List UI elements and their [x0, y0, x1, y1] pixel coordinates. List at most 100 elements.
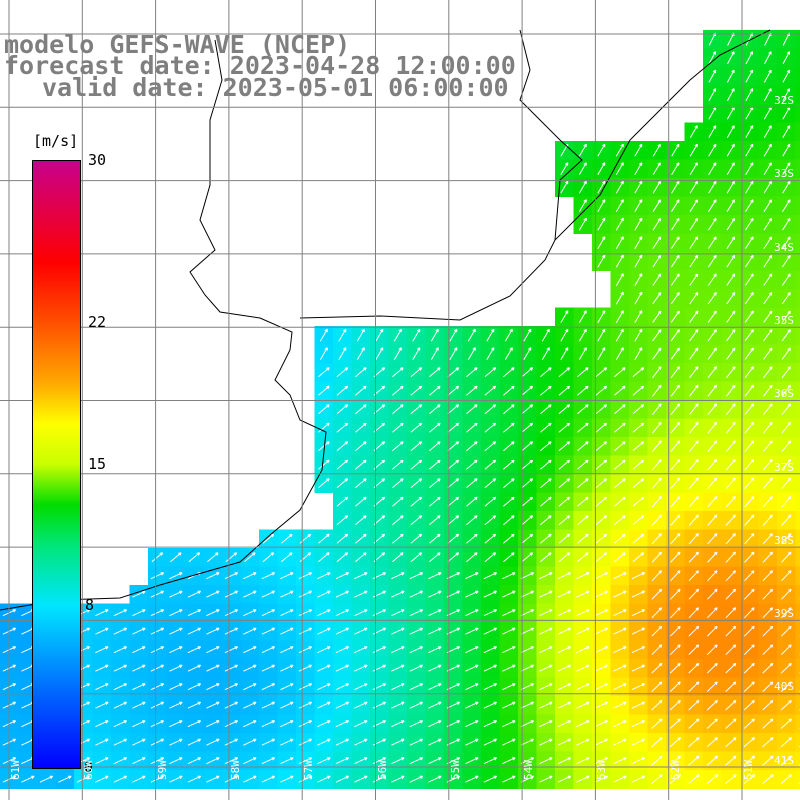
wind-arrow — [688, 718, 700, 729]
lat-label: 41S — [774, 753, 794, 767]
wind-arrow — [613, 664, 627, 672]
wind-arrow — [725, 496, 736, 508]
wind-arrow — [391, 572, 405, 580]
wind-arrow — [224, 572, 238, 580]
wind-arrow — [595, 367, 608, 378]
lon-label: 61W — [9, 760, 22, 780]
wind-arrow — [707, 588, 718, 600]
wind-arrow — [39, 775, 53, 783]
wind-arrow — [578, 143, 587, 157]
wind-speed-cell — [795, 548, 800, 567]
wind-arrow — [762, 774, 774, 785]
wind-arrow — [356, 328, 365, 342]
wind-arrow — [632, 422, 645, 433]
wind-arrow — [317, 701, 331, 709]
wind-arrow — [466, 367, 478, 378]
wind-arrow — [763, 88, 772, 102]
wind-arrow — [707, 514, 718, 526]
wind-arrow — [502, 609, 516, 617]
wind-arrow — [557, 701, 571, 709]
wind-arrow — [521, 441, 534, 452]
wind-arrow — [615, 328, 624, 342]
wind-arrow — [780, 700, 792, 711]
wind-arrow — [707, 607, 718, 619]
wind-arrow — [299, 533, 312, 544]
wind-arrow — [651, 625, 663, 637]
wind-arrow — [502, 590, 516, 598]
wind-arrow — [95, 757, 109, 765]
wind-arrow — [335, 590, 349, 598]
wind-arrow — [502, 701, 516, 709]
wind-arrow — [744, 366, 754, 379]
wind-arrow — [780, 755, 792, 766]
wind-arrow — [169, 627, 183, 635]
wind-arrow — [726, 310, 736, 323]
wind-arrow — [689, 217, 698, 231]
wind-arrow — [782, 125, 791, 139]
lon-label: 52W — [668, 760, 682, 780]
wind-arrow — [613, 683, 627, 691]
wind-arrow — [781, 607, 792, 619]
wind-arrow — [484, 515, 497, 526]
wind-arrow — [578, 347, 587, 361]
wind-arrow — [428, 590, 442, 598]
wind-arrow — [318, 385, 330, 396]
wind-arrow — [520, 572, 534, 580]
wind-arrow — [614, 441, 626, 452]
lat-label: 37S — [774, 460, 794, 474]
wind-arrow — [781, 514, 792, 526]
wind-arrow — [409, 609, 423, 617]
wind-arrow — [632, 441, 645, 452]
wind-arrow — [243, 738, 257, 746]
valid-date: valid date: 2023-05-01 06:00:00 — [42, 73, 509, 102]
wind-arrow — [707, 366, 717, 379]
wind-arrow — [206, 609, 220, 617]
wind-arrow — [781, 292, 791, 305]
wind-arrow — [613, 738, 627, 746]
wind-arrow — [576, 572, 590, 580]
wind-arrow — [780, 774, 793, 785]
wind-arrow — [539, 720, 553, 728]
wind-arrow — [560, 162, 569, 176]
wind-arrow — [706, 644, 718, 656]
wind-arrow — [280, 590, 294, 598]
wind-arrow — [670, 384, 680, 397]
wind-arrow — [521, 478, 534, 489]
wind-arrow — [743, 625, 755, 637]
wind-arrow — [726, 254, 736, 268]
wind-arrow — [708, 199, 717, 212]
lon-label: 53W — [595, 760, 609, 780]
wind-arrow — [317, 720, 331, 728]
wind-arrow — [689, 162, 698, 175]
wind-arrow — [727, 51, 735, 65]
wind-arrow — [632, 478, 645, 489]
wind-arrow — [689, 254, 699, 268]
wind-arrow — [280, 627, 294, 635]
wind-speed-cell — [795, 141, 800, 160]
wind-arrow — [597, 310, 606, 324]
wind-arrow — [392, 441, 404, 452]
wind-arrow — [689, 403, 699, 416]
wind-arrow — [614, 552, 626, 563]
wind-arrow — [428, 738, 442, 746]
wind-arrow — [632, 367, 645, 378]
wind-arrow — [465, 738, 479, 746]
wind-arrow — [539, 646, 553, 654]
wind-arrow — [725, 774, 737, 785]
wind-arrow — [726, 217, 735, 231]
wind-arrow — [670, 273, 680, 286]
wind-arrow — [355, 478, 367, 489]
wind-arrow — [782, 180, 791, 194]
wind-arrow — [762, 588, 774, 600]
wind-arrow — [557, 590, 571, 598]
wind-arrow — [484, 422, 497, 433]
wind-speed-cell — [795, 48, 800, 68]
wind-arrow — [634, 162, 643, 176]
wind-arrow — [355, 422, 367, 433]
wind-arrow — [578, 180, 587, 194]
wind-arrow — [503, 385, 515, 396]
wind-arrow — [429, 367, 441, 378]
wind-arrow — [243, 646, 257, 654]
wind-arrow — [613, 701, 627, 709]
wind-arrow — [670, 458, 681, 471]
